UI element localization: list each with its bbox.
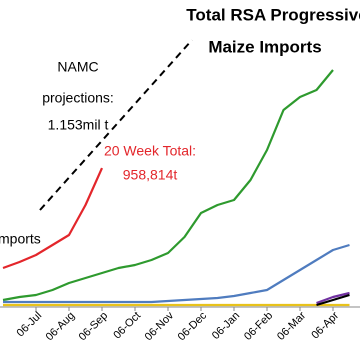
x-tick-label: 06-Nov <box>143 309 177 343</box>
series-line <box>316 291 350 305</box>
series-line <box>3 243 350 304</box>
x-tick-label: 06-Dec <box>176 309 210 343</box>
chart-title: Maize Imports <box>208 37 321 56</box>
plot-area: 06-Jul 06-Aug 06-Sep 06-Oct 06-Nov 06-Dec 06-J… <box>2 69 350 344</box>
x-tick-label: 06-Jan <box>210 310 242 342</box>
x-tick-label: 06-Oct <box>111 310 143 342</box>
annotation: 1.153mil t <box>48 117 109 133</box>
x-tick-label: 06-Apr <box>309 309 341 341</box>
x-tick-label: 06-Aug <box>44 310 78 344</box>
series-line <box>316 293 350 307</box>
x-tick-label: 06-Feb <box>242 310 275 343</box>
x-tick-label: 06-Sep <box>77 310 111 344</box>
annotation: 20 Week Total: <box>104 143 196 159</box>
annotation: projections: <box>42 90 114 106</box>
series-line <box>2 69 334 302</box>
series-line <box>2 167 104 270</box>
legend-text: mports <box>0 231 41 247</box>
chart-title: Total RSA Progressive <box>186 5 360 24</box>
annotation: NAMC <box>57 59 98 75</box>
x-tick-label: 06-Jul <box>14 310 44 340</box>
annotation: 958,814t <box>123 167 178 183</box>
x-tick-label: 06-Mar <box>275 309 308 342</box>
projection-arrow <box>39 39 193 211</box>
